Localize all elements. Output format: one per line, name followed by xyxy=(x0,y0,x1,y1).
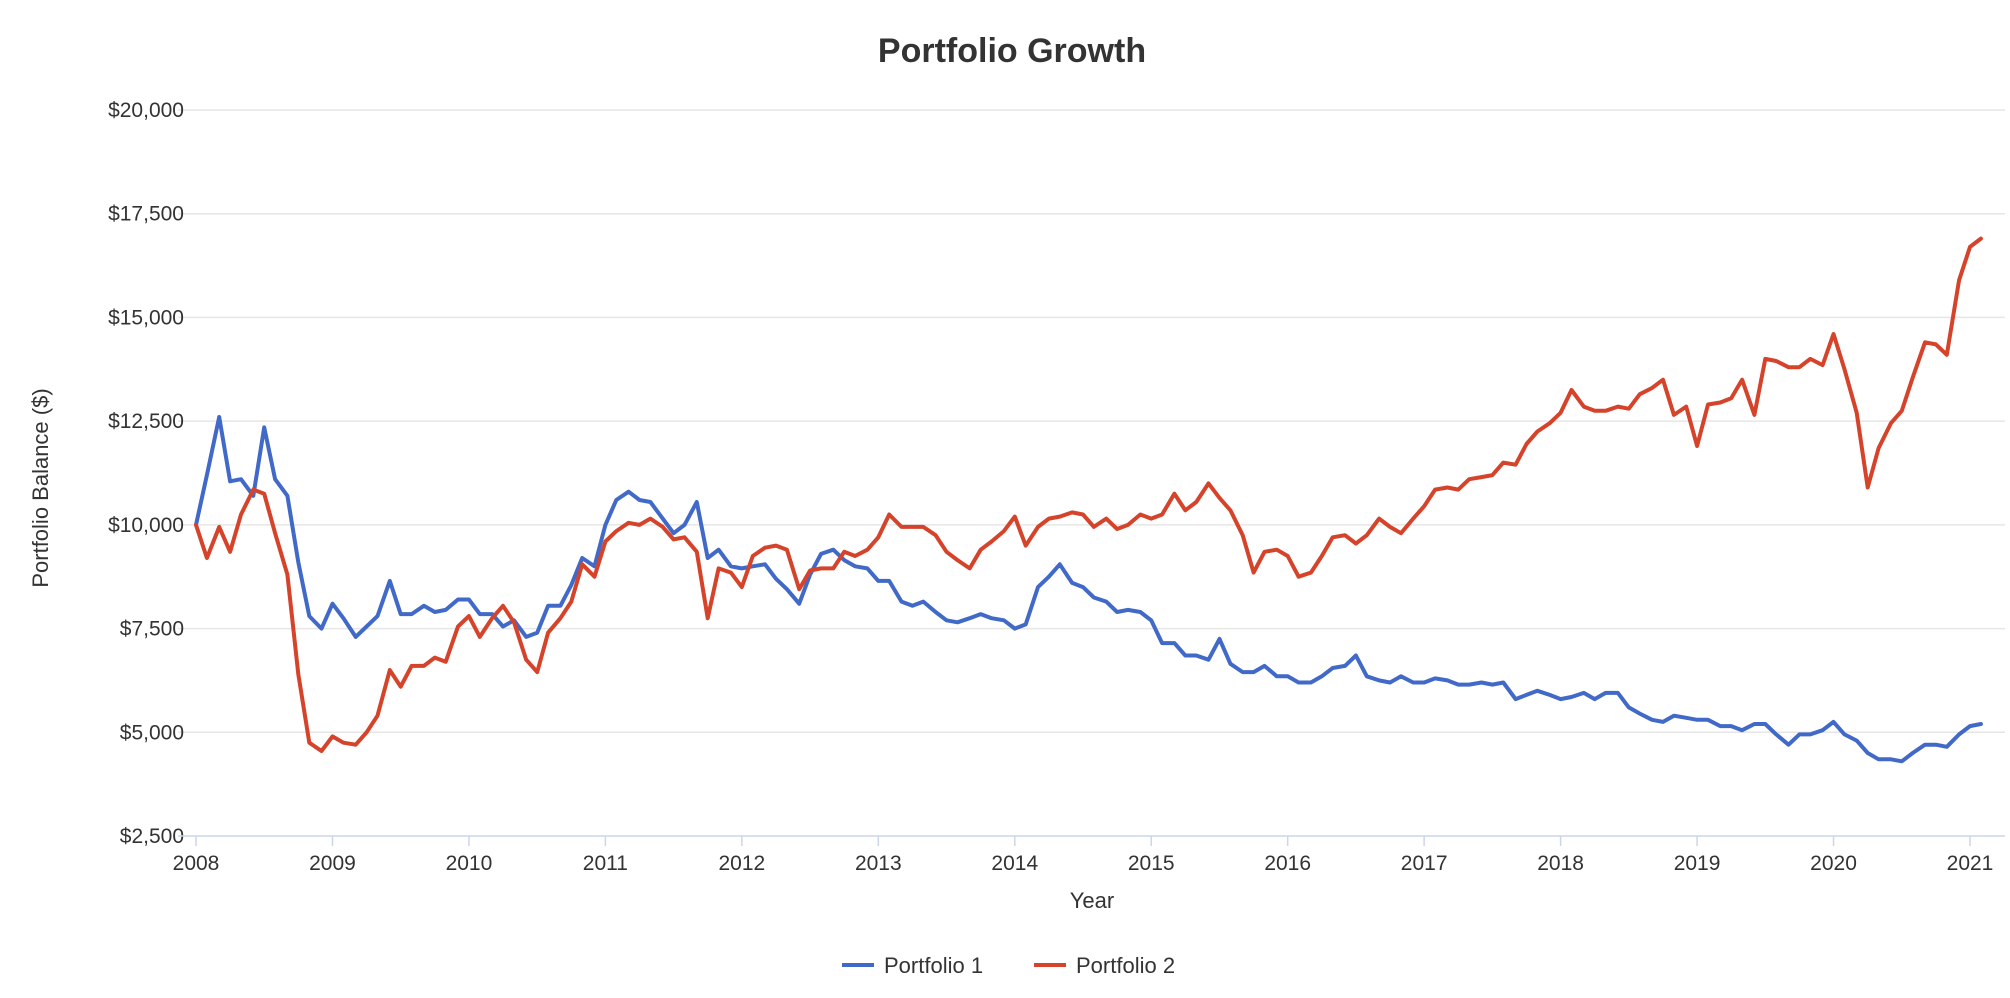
x-tick-label: 2020 xyxy=(1810,852,1857,875)
x-tick-label: 2017 xyxy=(1401,852,1448,875)
x-tick-label: 2015 xyxy=(1128,852,1175,875)
x-tick-label: 2011 xyxy=(583,852,628,875)
x-tick-label: 2014 xyxy=(991,852,1038,875)
y-tick-label: $7,500 xyxy=(120,618,184,641)
x-axis: 2008 2009 2010 2011 2012 2013 2014 2015 2016 2017… xyxy=(173,835,2005,875)
x-tick-label: 2019 xyxy=(1674,852,1721,875)
series-line-portfolio-1 xyxy=(194,415,1983,764)
y-tick-label: $2,500 xyxy=(120,825,184,848)
legend: Portfolio 1 Portfolio 2 xyxy=(842,953,1175,978)
y-tick-label: $10,000 xyxy=(108,514,184,537)
y-axis-ticks: $2,500 $5,000 $7,500 $10,000 $12,500 $15,000 $… xyxy=(108,99,184,848)
x-axis-label: Year xyxy=(1070,888,1114,913)
x-tick-label: 2013 xyxy=(855,852,902,875)
y-axis-label: Portfolio Balance ($) xyxy=(28,388,53,587)
legend-item-portfolio-2[interactable]: Portfolio 2 xyxy=(1076,953,1175,978)
x-tick-label: 2012 xyxy=(718,852,765,875)
y-tick-label: $15,000 xyxy=(108,306,184,329)
x-tick-label: 2009 xyxy=(309,852,356,875)
y-tick-label: $12,500 xyxy=(108,410,184,433)
x-tick-label: 2018 xyxy=(1537,852,1584,875)
x-tick-label: 2010 xyxy=(446,852,493,875)
legend-item-portfolio-1[interactable]: Portfolio 1 xyxy=(884,953,983,978)
y-tick-label: $17,500 xyxy=(108,203,184,226)
x-tick-label: 2008 xyxy=(173,852,220,875)
x-tick-label: 2021 xyxy=(1947,852,1994,875)
y-tick-label: $5,000 xyxy=(120,721,184,744)
series-lines xyxy=(194,236,1983,764)
y-tick-label: $20,000 xyxy=(108,99,184,122)
series-line-portfolio-2 xyxy=(194,236,1983,753)
chart-title: Portfolio Growth xyxy=(878,32,1146,70)
x-tick-label: 2016 xyxy=(1264,852,1311,875)
